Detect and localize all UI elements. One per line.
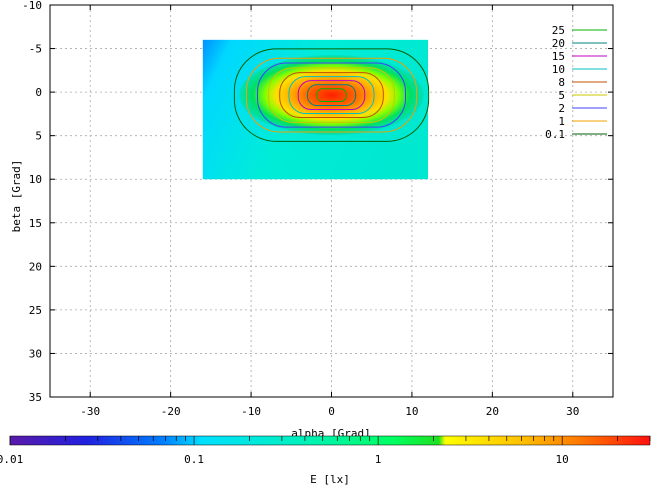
y-tick-label: 35 — [29, 391, 42, 404]
legend-entry-label: 25 — [552, 24, 565, 37]
y-tick-label: -10 — [22, 0, 42, 12]
x-tick-label: 20 — [486, 405, 499, 418]
y-tick-label: 0 — [35, 86, 42, 99]
colorbar-tick-label: 1 — [375, 453, 382, 466]
legend-entry-label: 5 — [558, 89, 565, 102]
y-tick-label: 5 — [35, 130, 42, 143]
contour-line — [245, 57, 418, 133]
colorbar-tick-label: 10 — [556, 453, 569, 466]
colorbar-ticks: 0.01 0.1 1 10 — [0, 436, 651, 466]
y-tick-label: 30 — [29, 347, 42, 360]
legend-entry-label: 10 — [552, 63, 565, 76]
legend-entry-label: 1 — [558, 115, 565, 128]
legend-entry-label: 2 — [558, 102, 565, 115]
contour-line — [233, 48, 430, 142]
x-tick-label: 0 — [328, 405, 335, 418]
colorbar-label: E [lx] — [310, 473, 350, 486]
x-tick-label: 30 — [566, 405, 579, 418]
contour-line — [316, 88, 347, 103]
contour-line — [288, 76, 375, 115]
contour-line — [257, 62, 406, 128]
y-tick-label: -5 — [29, 43, 42, 56]
x-tick-label: 10 — [405, 405, 418, 418]
x-tick-label: -20 — [161, 405, 181, 418]
contour-line — [279, 72, 384, 119]
colorbar-tick-label: 0.1 — [184, 453, 204, 466]
contour-line — [268, 67, 395, 123]
contour-lines — [233, 48, 430, 142]
heatmap-hotspot — [239, 55, 424, 136]
y-tick-label: 20 — [29, 260, 42, 273]
legend-entry-label: 20 — [552, 37, 565, 50]
legend-entry-label: 8 — [558, 76, 565, 89]
y-tick-label: 15 — [29, 217, 42, 230]
contour-line — [306, 84, 357, 107]
legend-entry-label: 15 — [552, 50, 565, 63]
x-tick-label: -10 — [241, 405, 261, 418]
y-axis-label: beta [Grad] — [10, 160, 23, 233]
y-tick-label: 10 — [29, 173, 42, 186]
contour-line — [297, 80, 366, 111]
legend-entry-label: 0.1 — [545, 128, 565, 141]
colorbar-tick-label: 0.01 — [0, 453, 23, 466]
x-tick-label: -30 — [80, 405, 100, 418]
y-tick-label: 25 — [29, 304, 42, 317]
